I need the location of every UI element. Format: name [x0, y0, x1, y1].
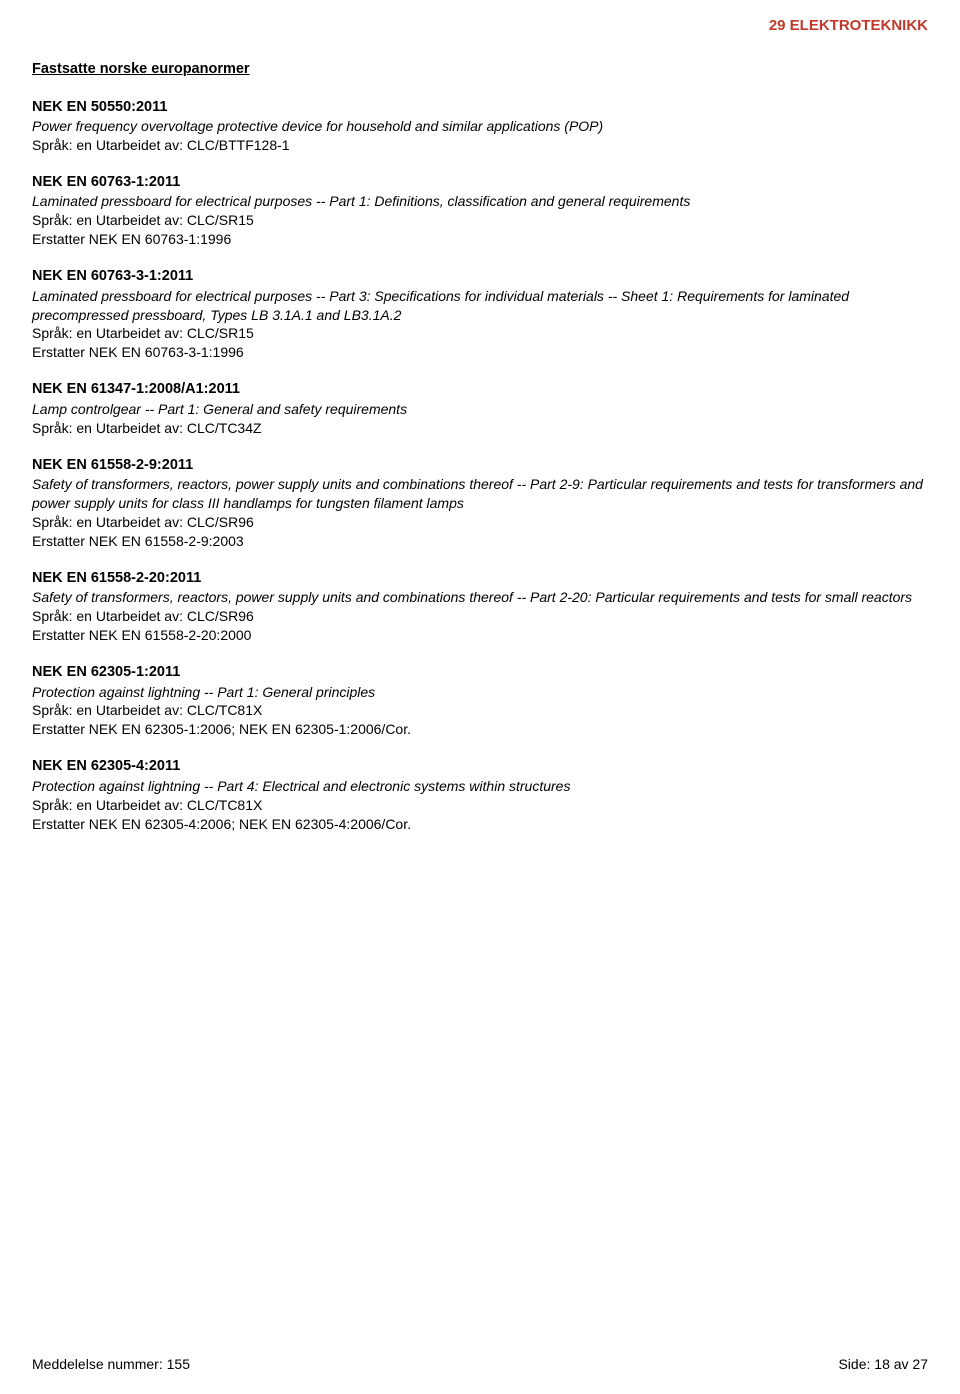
standard-code: NEK EN 61558-2-9:2011: [32, 456, 928, 476]
footer-right: Side: 18 av 27: [838, 1355, 928, 1374]
standard-committee: CLC/TC81X: [187, 702, 262, 718]
standard-code: NEK EN 61347-1:2008/A1:2011: [32, 380, 928, 400]
footer-left: Meddelelse nummer: 155: [32, 1355, 190, 1374]
standard-replaces: Erstatter NEK EN 60763-3-1:1996: [32, 343, 928, 362]
standard-replaces: Erstatter NEK EN 62305-1:2006; NEK EN 62…: [32, 720, 928, 739]
standard-block: NEK EN 60763-3-1:2011Laminated pressboar…: [32, 267, 928, 362]
category-header: 29 ELEKTROTEKNIKK: [769, 16, 928, 36]
page-footer: Meddelelse nummer: 155 Side: 18 av 27: [32, 1355, 928, 1374]
standard-block: NEK EN 61558-2-20:2011Safety of transfor…: [32, 569, 928, 645]
standard-meta: Språk: en Utarbeidet av: CLC/TC81X: [32, 701, 928, 720]
standard-committee: CLC/BTTF128-1: [187, 137, 290, 153]
standard-committee: CLC/SR96: [187, 608, 254, 624]
standard-language: Språk: en: [32, 702, 92, 718]
standard-prepared-by: Utarbeidet av:: [92, 420, 187, 436]
replaces-value: NEK EN 61558-2-20:2000: [89, 627, 252, 643]
standard-description: Power frequency overvoltage protective d…: [32, 117, 928, 136]
replaces-value: NEK EN 60763-1:1996: [89, 231, 231, 247]
standard-language: Språk: en: [32, 325, 92, 341]
standard-prepared-by: Utarbeidet av:: [92, 702, 187, 718]
standard-meta: Språk: en Utarbeidet av: CLC/TC34Z: [32, 419, 928, 438]
standard-code: NEK EN 60763-3-1:2011: [32, 267, 928, 287]
standard-description: Laminated pressboard for electrical purp…: [32, 192, 928, 211]
standard-prepared-by: Utarbeidet av:: [92, 325, 187, 341]
standard-meta: Språk: en Utarbeidet av: CLC/SR96: [32, 607, 928, 626]
standard-replaces: Erstatter NEK EN 61558-2-20:2000: [32, 626, 928, 645]
footer-left-value: 155: [167, 1356, 190, 1372]
replaces-value: NEK EN 61558-2-9:2003: [89, 533, 244, 549]
standard-meta: Språk: en Utarbeidet av: CLC/BTTF128-1: [32, 136, 928, 155]
replaces-value: NEK EN 62305-1:2006; NEK EN 62305-1:2006…: [89, 721, 411, 737]
standard-prepared-by: Utarbeidet av:: [92, 514, 187, 530]
standard-committee: CLC/SR15: [187, 325, 254, 341]
standard-meta: Språk: en Utarbeidet av: CLC/SR96: [32, 513, 928, 532]
standard-description: Safety of transformers, reactors, power …: [32, 588, 928, 607]
standard-committee: CLC/TC34Z: [187, 420, 262, 436]
standard-description: Laminated pressboard for electrical purp…: [32, 287, 928, 325]
standard-language: Språk: en: [32, 137, 92, 153]
standard-prepared-by: Utarbeidet av:: [92, 212, 187, 228]
standard-language: Språk: en: [32, 212, 92, 228]
standard-block: NEK EN 61347-1:2008/A1:2011Lamp controlg…: [32, 380, 928, 437]
standard-description: Lamp controlgear -- Part 1: General and …: [32, 400, 928, 419]
standard-code: NEK EN 61558-2-20:2011: [32, 569, 928, 589]
standards-list: NEK EN 50550:2011Power frequency overvol…: [32, 98, 928, 834]
footer-right-value: 18 av 27: [874, 1356, 928, 1372]
replaces-label: Erstatter: [32, 721, 89, 737]
standard-code: NEK EN 50550:2011: [32, 98, 928, 118]
standard-language: Språk: en: [32, 420, 92, 436]
standard-code: NEK EN 62305-1:2011: [32, 663, 928, 683]
standard-committee: CLC/SR15: [187, 212, 254, 228]
section-title: Fastsatte norske europanormer: [32, 60, 928, 80]
standard-code: NEK EN 62305-4:2011: [32, 757, 928, 777]
standard-code: NEK EN 60763-1:2011: [32, 173, 928, 193]
standard-meta: Språk: en Utarbeidet av: CLC/SR15: [32, 324, 928, 343]
standard-prepared-by: Utarbeidet av:: [92, 137, 187, 153]
standard-language: Språk: en: [32, 514, 92, 530]
standard-description: Protection against lightning -- Part 4: …: [32, 777, 928, 796]
standard-meta: Språk: en Utarbeidet av: CLC/SR15: [32, 211, 928, 230]
standard-committee: CLC/SR96: [187, 514, 254, 530]
standard-block: NEK EN 61558-2-9:2011Safety of transform…: [32, 456, 928, 551]
standard-description: Protection against lightning -- Part 1: …: [32, 683, 928, 702]
standard-language: Språk: en: [32, 797, 92, 813]
replaces-label: Erstatter: [32, 627, 89, 643]
standard-replaces: Erstatter NEK EN 62305-4:2006; NEK EN 62…: [32, 815, 928, 834]
replaces-label: Erstatter: [32, 533, 89, 549]
standard-language: Språk: en: [32, 608, 92, 624]
footer-right-label: Side:: [838, 1356, 870, 1372]
main-content: Fastsatte norske europanormer NEK EN 505…: [0, 0, 960, 833]
standard-block: NEK EN 62305-1:2011Protection against li…: [32, 663, 928, 739]
standard-description: Safety of transformers, reactors, power …: [32, 475, 928, 513]
standard-block: NEK EN 62305-4:2011Protection against li…: [32, 757, 928, 833]
standard-meta: Språk: en Utarbeidet av: CLC/TC81X: [32, 796, 928, 815]
standard-committee: CLC/TC81X: [187, 797, 262, 813]
replaces-label: Erstatter: [32, 816, 89, 832]
standard-block: NEK EN 50550:2011Power frequency overvol…: [32, 98, 928, 155]
replaces-label: Erstatter: [32, 231, 89, 247]
replaces-value: NEK EN 62305-4:2006; NEK EN 62305-4:2006…: [89, 816, 411, 832]
replaces-label: Erstatter: [32, 344, 89, 360]
standard-prepared-by: Utarbeidet av:: [92, 797, 187, 813]
footer-left-label: Meddelelse nummer:: [32, 1356, 163, 1372]
standard-replaces: Erstatter NEK EN 60763-1:1996: [32, 230, 928, 249]
replaces-value: NEK EN 60763-3-1:1996: [89, 344, 244, 360]
standard-block: NEK EN 60763-1:2011Laminated pressboard …: [32, 173, 928, 249]
standard-replaces: Erstatter NEK EN 61558-2-9:2003: [32, 532, 928, 551]
standard-prepared-by: Utarbeidet av:: [92, 608, 187, 624]
